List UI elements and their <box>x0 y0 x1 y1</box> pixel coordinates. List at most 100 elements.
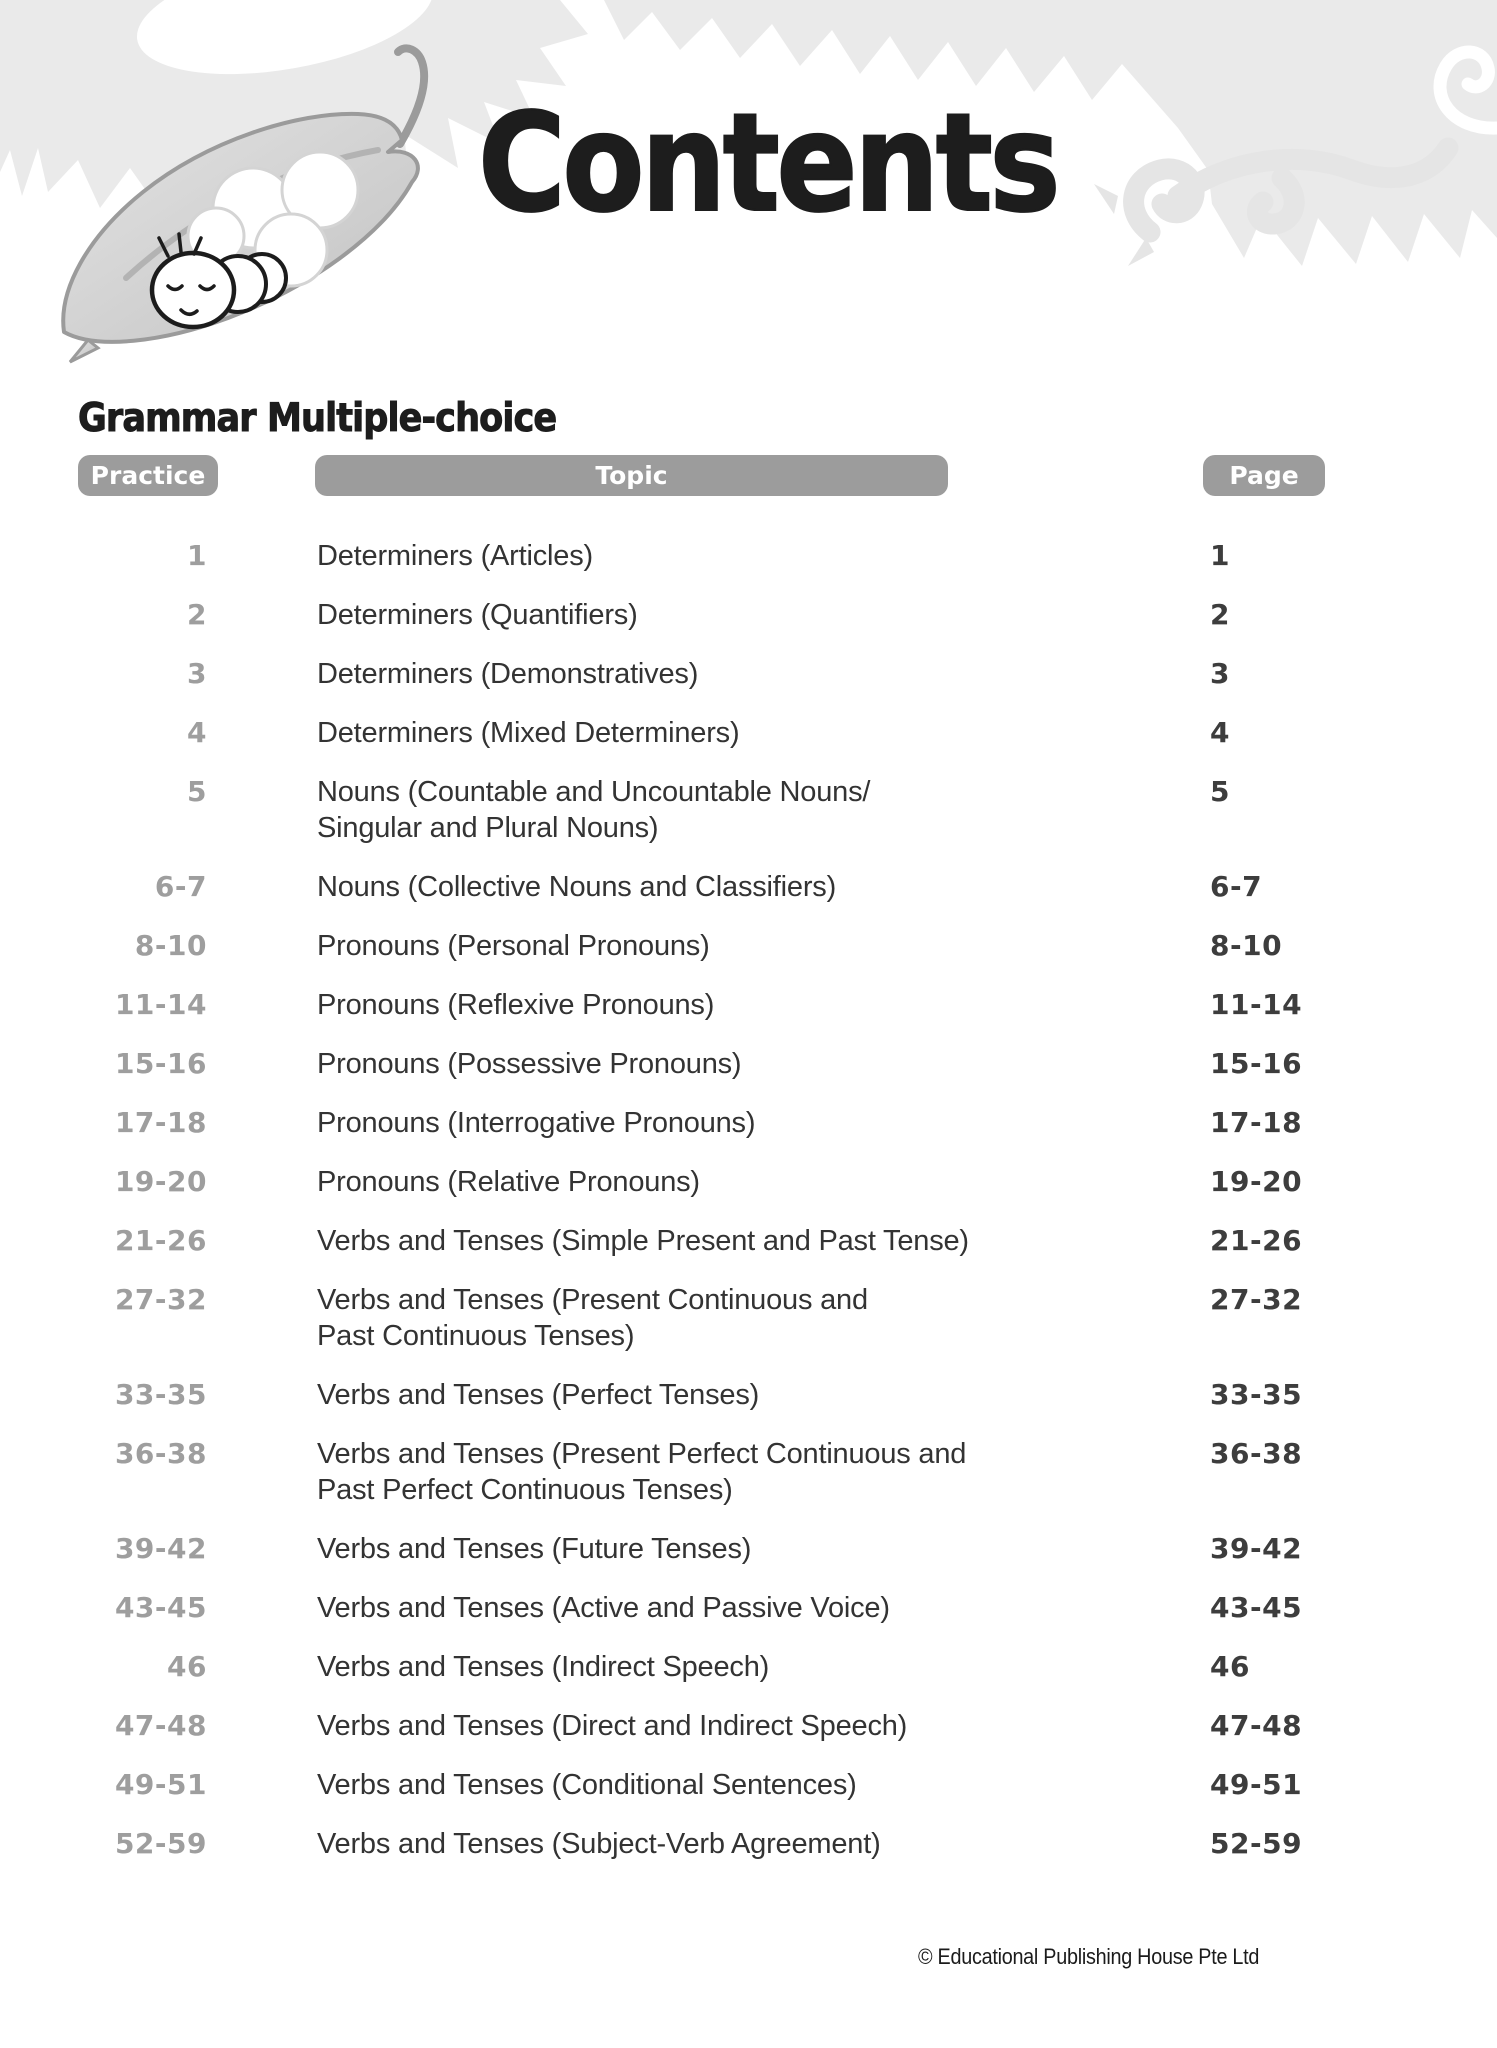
page-number: 2 <box>1210 598 1230 631</box>
page-number: 6-7 <box>1210 870 1263 903</box>
table-row: 3 Determiners (Demonstratives) 3 <box>0 656 1497 692</box>
column-header-topic: Topic <box>315 455 948 496</box>
topic-text: Verbs and Tenses (Active and Passive Voi… <box>317 1590 1210 1626</box>
leaf-notch-spike <box>68 337 101 364</box>
practice-number: 5 <box>187 775 207 808</box>
topic-text: Nouns (Countable and Uncountable Nouns/S… <box>317 774 1210 846</box>
page-number: 33-35 <box>1210 1378 1303 1411</box>
page-number: 17-18 <box>1210 1106 1303 1139</box>
table-row: 46 Verbs and Tenses (Indirect Speech) 46 <box>0 1649 1497 1685</box>
right-jagged-patch <box>604 0 1497 266</box>
table-row: 8-10 Pronouns (Personal Pronouns) 8-10 <box>0 928 1497 964</box>
page-number: 8-10 <box>1210 929 1283 962</box>
column-header-practice: Practice <box>78 455 218 496</box>
topic-line: Nouns (Countable and Uncountable Nouns/ <box>317 776 871 808</box>
topic-line: Pronouns (Possessive Pronouns) <box>317 1048 742 1080</box>
caterpillar-leaf-illustration <box>61 44 429 364</box>
caterpillar-closed-eye <box>198 284 216 292</box>
topic-text: Nouns (Collective Nouns and Classifiers) <box>317 869 1210 905</box>
practice-number: 2 <box>187 598 207 631</box>
topic-line: Singular and Plural Nouns) <box>317 812 659 844</box>
page-number: 46 <box>1210 1650 1250 1683</box>
topic-text: Verbs and Tenses (Simple Present and Pas… <box>317 1223 1210 1259</box>
page-number: 27-32 <box>1210 1283 1303 1316</box>
footer-copyright: © Educational Publishing House Pte Ltd <box>918 1944 1260 1969</box>
topic-text: Verbs and Tenses (Present Continuous and… <box>317 1282 1210 1354</box>
topic-text: Determiners (Demonstratives) <box>317 656 1210 692</box>
topic-line: Determiners (Mixed Determiners) <box>317 717 740 749</box>
practice-number: 27-32 <box>114 1283 207 1316</box>
practice-number: 49-51 <box>114 1768 207 1801</box>
practice-number: 8-10 <box>134 929 207 962</box>
page-number: 36-38 <box>1210 1437 1303 1470</box>
topic-text: Determiners (Mixed Determiners) <box>317 715 1210 751</box>
table-row: 27-32 Verbs and Tenses (Present Continuou… <box>0 1282 1497 1354</box>
topic-text: Determiners (Articles) <box>317 538 1210 574</box>
caterpillar-antenna <box>157 236 170 258</box>
practice-number: 33-35 <box>114 1378 207 1411</box>
topic-line: Pronouns (Interrogative Pronouns) <box>317 1107 756 1139</box>
page-number: 39-42 <box>1210 1532 1303 1565</box>
table-row: 52-59 Verbs and Tenses (Subject-Verb Agre… <box>0 1826 1497 1862</box>
vine-swirl-ornament <box>1123 137 1459 243</box>
topic-line: Verbs and Tenses (Perfect Tenses) <box>317 1379 760 1411</box>
practice-number: 47-48 <box>114 1709 207 1742</box>
practice-number: 1 <box>187 539 207 572</box>
topic-line: Verbs and Tenses (Indirect Speech) <box>317 1651 770 1683</box>
topic-line: Nouns (Collective Nouns and Classifiers) <box>317 871 837 903</box>
practice-number: 15-16 <box>114 1047 207 1080</box>
table-row: 4 Determiners (Mixed Determiners) 4 <box>0 715 1497 751</box>
practice-number: 43-45 <box>114 1591 207 1624</box>
table-row: 5 Nouns (Countable and Uncountable Nouns/… <box>0 774 1497 846</box>
topic-text: Pronouns (Personal Pronouns) <box>317 928 1210 964</box>
practice-number: 39-42 <box>114 1532 207 1565</box>
topic-line: Pronouns (Personal Pronouns) <box>317 930 710 962</box>
topic-line: Pronouns (Reflexive Pronouns) <box>317 989 715 1021</box>
table-row: 15-16 Pronouns (Possessive Pronouns) 15-16 <box>0 1046 1497 1082</box>
table-row: 1 Determiners (Articles) 1 <box>0 538 1497 574</box>
topic-text: Pronouns (Interrogative Pronouns) <box>317 1105 1210 1141</box>
caterpillar-antenna <box>177 232 183 254</box>
page-number: 43-45 <box>1210 1591 1303 1624</box>
vine-leaf-spike <box>1128 238 1154 266</box>
table-row: 17-18 Pronouns (Interrogative Pronouns) 17… <box>0 1105 1497 1141</box>
practice-number: 21-26 <box>114 1224 207 1257</box>
table-row: 49-51 Verbs and Tenses (Conditional Sente… <box>0 1767 1497 1803</box>
page-title: Contents <box>477 85 1061 243</box>
caterpillar-closed-eye <box>166 284 184 292</box>
topic-line: Verbs and Tenses (Present Perfect Contin… <box>317 1438 967 1470</box>
practice-number: 17-18 <box>114 1106 207 1139</box>
caterpillar-mouth <box>179 308 199 316</box>
column-header-page: Page <box>1203 455 1325 496</box>
page-number: 47-48 <box>1210 1709 1303 1742</box>
caterpillar-antenna <box>192 236 203 256</box>
caterpillar <box>149 232 288 330</box>
practice-number: 3 <box>187 657 207 690</box>
page-number: 52-59 <box>1210 1827 1303 1860</box>
page-number: 21-26 <box>1210 1224 1303 1257</box>
topic-text: Verbs and Tenses (Direct and Indirect Sp… <box>317 1708 1210 1744</box>
page-number: 4 <box>1210 716 1230 749</box>
topic-text: Verbs and Tenses (Subject-Verb Agreement… <box>317 1826 1210 1862</box>
table-row: 11-14 Pronouns (Reflexive Pronouns) 11-14 <box>0 987 1497 1023</box>
topic-line: Verbs and Tenses (Subject-Verb Agreement… <box>317 1828 881 1860</box>
topic-line: Verbs and Tenses (Active and Passive Voi… <box>317 1592 890 1624</box>
topic-text: Verbs and Tenses (Perfect Tenses) <box>317 1377 1210 1413</box>
topic-line: Past Perfect Continuous Tenses) <box>317 1474 733 1506</box>
topic-line: Determiners (Demonstratives) <box>317 658 699 690</box>
table-row: 6-7 Nouns (Collective Nouns and Classifie… <box>0 869 1497 905</box>
topic-text: Pronouns (Reflexive Pronouns) <box>317 987 1210 1023</box>
topic-line: Verbs and Tenses (Future Tenses) <box>317 1533 752 1565</box>
caterpillar-head <box>149 250 237 330</box>
table-row: 43-45 Verbs and Tenses (Active and Passiv… <box>0 1590 1497 1626</box>
practice-number: 6-7 <box>154 870 207 903</box>
page-number: 11-14 <box>1210 988 1303 1021</box>
decorative-leaf-border <box>0 0 1497 266</box>
practice-number: 52-59 <box>114 1827 207 1860</box>
practice-number: 46 <box>167 1650 207 1683</box>
topic-line: Verbs and Tenses (Present Continuous and <box>317 1284 868 1316</box>
table-row: 21-26 Verbs and Tenses (Simple Present an… <box>0 1223 1497 1259</box>
white-leaf-cutout <box>136 0 434 75</box>
topic-line: Verbs and Tenses (Simple Present and Pas… <box>317 1225 969 1257</box>
